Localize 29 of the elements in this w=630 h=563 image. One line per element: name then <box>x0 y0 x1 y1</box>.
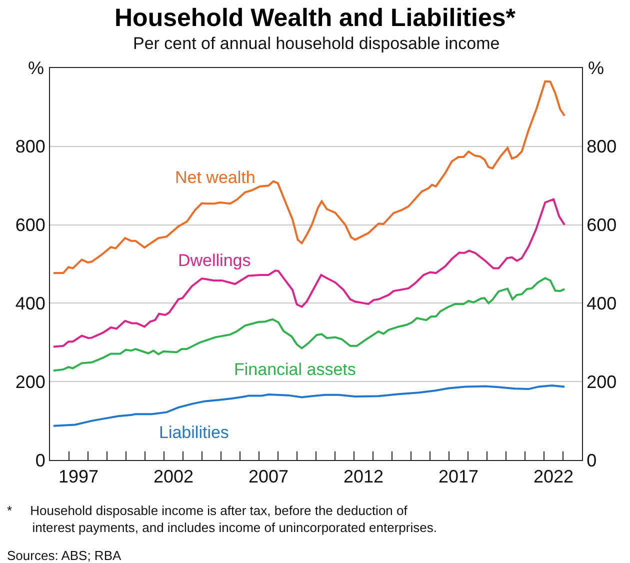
line-series <box>52 80 566 274</box>
y-tick-label: 800 <box>15 136 46 157</box>
x-tick-label: 2012 <box>343 466 384 487</box>
x-tick-label: 2022 <box>533 466 574 487</box>
y2-tick-label: 800 <box>586 136 617 157</box>
line-series <box>52 198 566 348</box>
y2-axis-title: % <box>588 58 604 78</box>
source-note: Sources: ABS; RBA <box>7 548 122 563</box>
series-label: Liabilities <box>159 423 229 442</box>
series-label: Financial assets <box>234 360 356 379</box>
text: * Household disposable income is after tax, before the deduction of interest payments, and includes income of unincorporated enterprises. <box>7 503 437 535</box>
y2-tick-label: 600 <box>586 215 617 236</box>
line-series <box>52 384 566 427</box>
x-tick-label: 2002 <box>153 466 194 487</box>
x-tick-label: 2017 <box>438 466 479 487</box>
x-tick-label: 1997 <box>58 466 99 487</box>
y2-tick-label: 0 <box>586 450 597 470</box>
y-tick-label: 400 <box>15 294 46 314</box>
x-tick-label: 2007 <box>248 466 289 487</box>
chart-title: Household Wealth and Liabilities* <box>114 4 516 32</box>
chart-subtitle: Per cent of annual household disposable income <box>133 34 500 53</box>
series-label: Net wealth <box>175 168 256 187</box>
series-label: Dwellings <box>178 251 251 270</box>
y-axis-title: % <box>28 58 44 78</box>
y-tick-label: 0 <box>35 450 46 470</box>
y-tick-label: 200 <box>15 372 46 392</box>
y-tick-label: 600 <box>15 215 46 236</box>
y2-tick-label: 200 <box>586 372 617 392</box>
y2-tick-label: 400 <box>586 294 617 314</box>
